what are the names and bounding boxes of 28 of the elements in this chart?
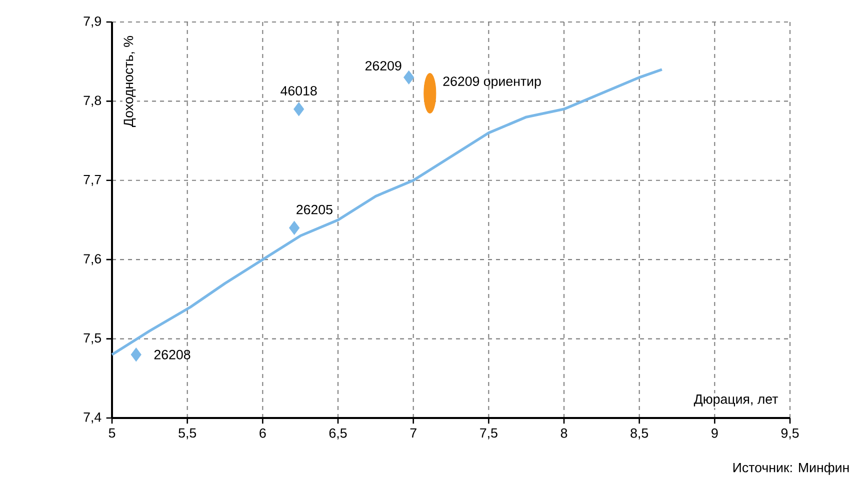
- y-tick-label: 7,5: [84, 333, 102, 344]
- y-axis-title: Доходность, %: [124, 36, 136, 127]
- x-tick-label: 9,5: [781, 428, 799, 440]
- point: [294, 102, 304, 116]
- x-tick-label: 6: [260, 428, 266, 438]
- y-tick-label: 7,9: [84, 16, 101, 28]
- point: [404, 70, 414, 84]
- point: [289, 220, 300, 235]
- x-tick-label: 5: [108, 428, 116, 438]
- x-tick-label: 8,5: [630, 428, 648, 440]
- x-tick-label: 5,5: [178, 428, 196, 440]
- x-tick-label: 7,5: [480, 428, 498, 440]
- annotation: 26208: [154, 350, 190, 360]
- x-tick-label: 9: [712, 428, 718, 438]
- annotation: 46018: [280, 86, 317, 96]
- x-tick-label: 7: [410, 428, 416, 438]
- annotation: 26205: [296, 204, 332, 214]
- x-tick-label: 6,5: [329, 428, 347, 440]
- y-tick-label: 7,7: [84, 174, 101, 186]
- annotation: 26209: [365, 61, 402, 70]
- point: [130, 348, 142, 362]
- text: Источник: Минфин: [733, 462, 849, 475]
- y-tick-label: 7,4: [84, 412, 102, 424]
- x-tick-label: 8: [560, 428, 568, 438]
- series-label: 26209 ориентир: [443, 76, 541, 89]
- x-axis-title: Дюрация, лет: [694, 394, 778, 406]
- y-tick-label: 7,8: [84, 96, 102, 107]
- y-tick-label: 7,6: [84, 254, 102, 266]
